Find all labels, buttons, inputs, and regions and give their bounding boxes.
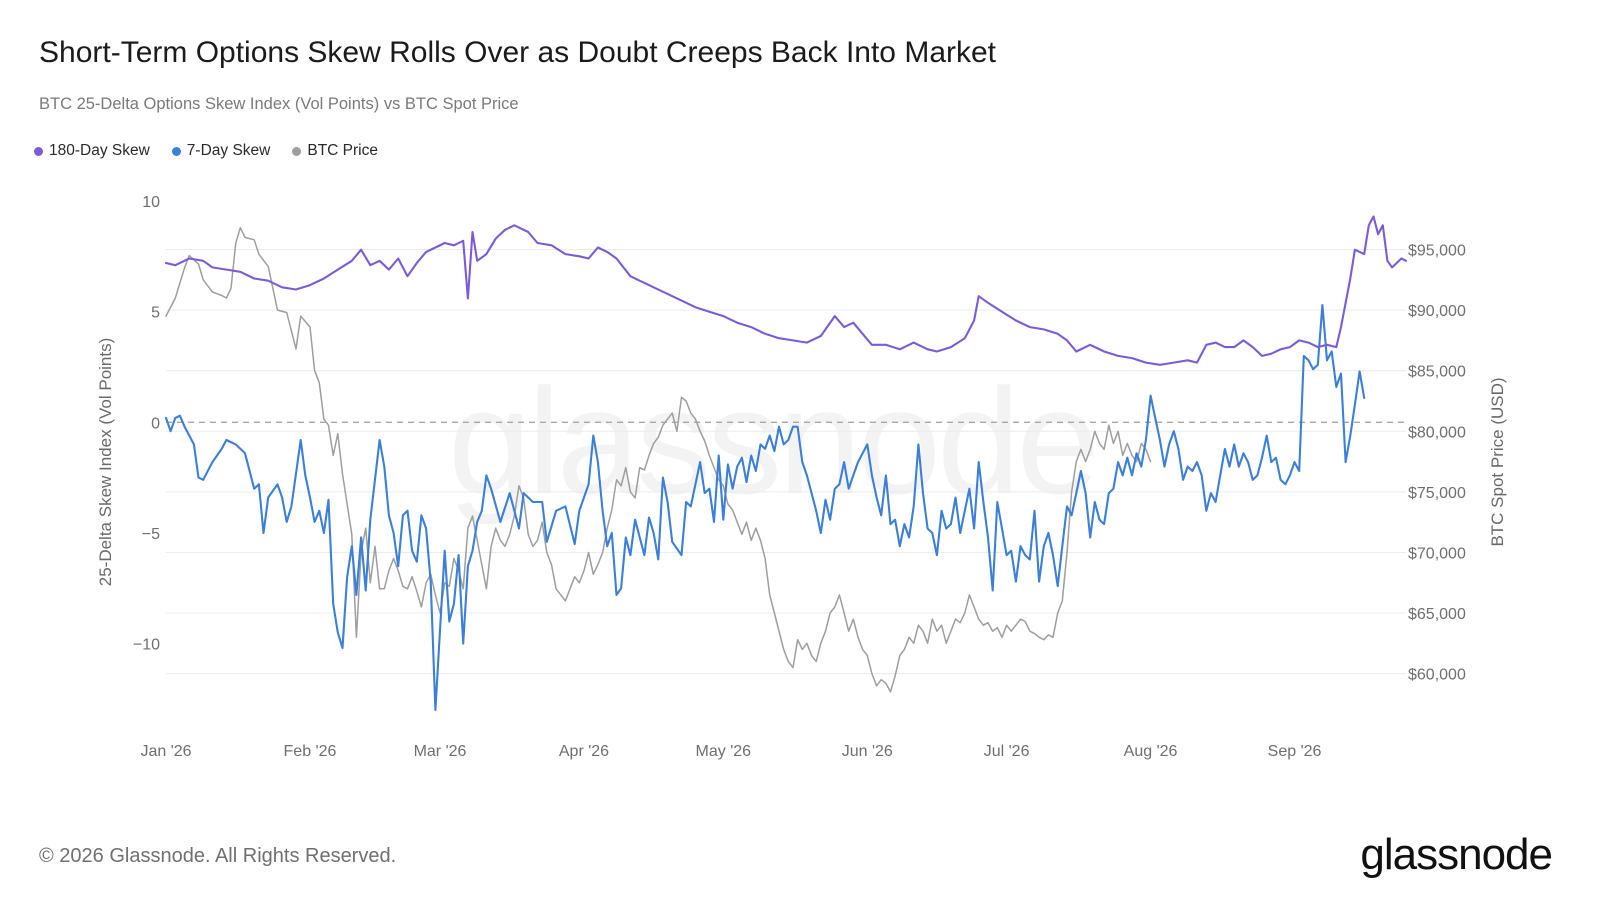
y-left-tick-label: 10 bbox=[142, 194, 160, 211]
y-left-tick-label: −5 bbox=[142, 526, 160, 543]
x-tick-label: Mar '26 bbox=[414, 743, 467, 760]
x-tick-label: Jun '26 bbox=[842, 743, 893, 760]
x-tick-label: Apr '26 bbox=[559, 743, 609, 760]
y-right-tick-label: $70,000 bbox=[1408, 545, 1466, 562]
brand-logo: glassnode bbox=[1360, 830, 1553, 879]
y-left-tick-label: −10 bbox=[133, 637, 160, 654]
legend-label: 180-Day Skew bbox=[49, 142, 150, 159]
legend-dot-icon bbox=[34, 146, 43, 156]
legend-dot-icon bbox=[292, 146, 302, 156]
chart-title: Short-Term Options Skew Rolls Over as Do… bbox=[39, 36, 997, 69]
chart-subtitle: BTC 25-Delta Options Skew Index (Vol Poi… bbox=[39, 95, 519, 113]
legend-dot-icon bbox=[171, 146, 181, 156]
legend-item-180-day-skew[interactable]: 180-Day Skew bbox=[34, 142, 150, 160]
legend: 180-Day Skew 7-Day Skew BTC Price bbox=[34, 142, 378, 160]
y-right-tick-label: $60,000 bbox=[1408, 667, 1466, 684]
x-tick-label: Feb '26 bbox=[284, 743, 337, 760]
y-right-tick-label: $65,000 bbox=[1408, 606, 1466, 623]
x-tick-label: May '26 bbox=[696, 743, 752, 760]
y-right-tick-label: $85,000 bbox=[1408, 364, 1466, 381]
x-tick-label: Jan '26 bbox=[140, 743, 191, 760]
y-left-tick-label: 5 bbox=[151, 305, 160, 322]
legend-item-7-day-skew[interactable]: 7-Day Skew bbox=[171, 142, 271, 160]
y-left-axis-title: 25-Delta Skew Index (Vol Points) bbox=[96, 338, 115, 587]
y-right-tick-label: $95,000 bbox=[1408, 242, 1466, 259]
legend-item-btc-price[interactable]: BTC Price bbox=[292, 142, 378, 160]
y-right-tick-label: $90,000 bbox=[1408, 303, 1466, 320]
series-line-7-day-skew bbox=[164, 303, 1366, 712]
series-line-180-day-skew bbox=[164, 215, 1408, 366]
x-tick-label: Jul '26 bbox=[984, 743, 1030, 760]
y-right-axis-title: BTC Spot Price (USD) bbox=[1488, 377, 1507, 546]
y-right-tick-label: $75,000 bbox=[1408, 485, 1466, 502]
copyright-text: © 2026 Glassnode. All Rights Reserved. bbox=[39, 845, 397, 867]
y-right-tick-label: $80,000 bbox=[1408, 424, 1466, 441]
legend-label: BTC Price bbox=[307, 142, 378, 159]
legend-label: 7-Day Skew bbox=[186, 142, 271, 159]
series-line-btc-price bbox=[165, 226, 1152, 693]
x-tick-label: Sep '26 bbox=[1268, 743, 1322, 760]
y-left-tick-label: 0 bbox=[151, 415, 160, 432]
x-tick-label: Aug '26 bbox=[1124, 743, 1178, 760]
